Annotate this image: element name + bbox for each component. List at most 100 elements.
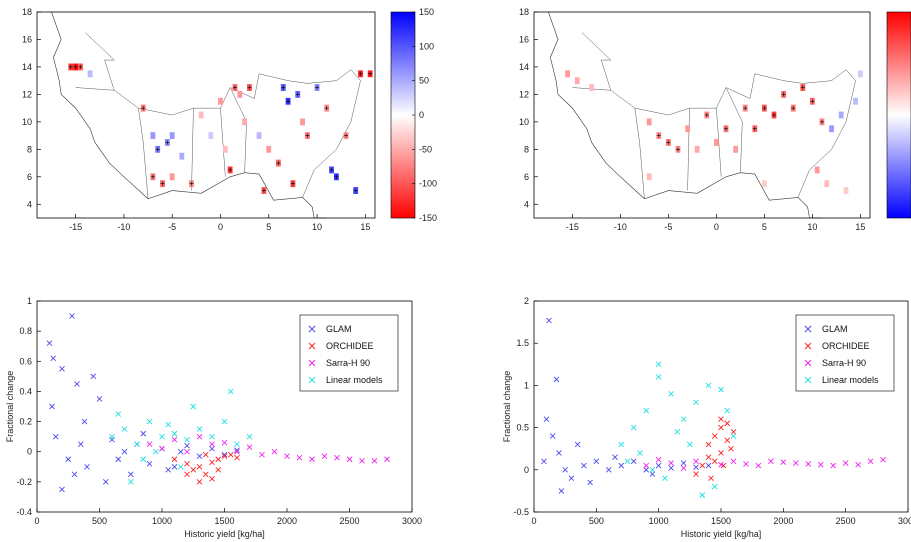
scatter-left-legend-label: ORCHIDEE [326, 341, 374, 351]
scatter-right-point [730, 429, 737, 435]
scatter-right-point-stroke [880, 456, 886, 463]
map-right-cell [685, 125, 690, 133]
scatter-right-point [743, 461, 749, 467]
scatter-left-point-stroke [196, 433, 203, 440]
scatter-right-point [543, 416, 550, 422]
map-right-cell [646, 118, 652, 126]
map-right-cell [574, 77, 580, 85]
scatter-left-point-stroke [190, 466, 197, 473]
scatter-left-xtick-label: 500 [92, 516, 107, 526]
scatter-right-point [780, 459, 787, 466]
map-left-xtick-label: -10 [117, 222, 130, 232]
scatter-right-point-stroke [643, 466, 650, 473]
scatter-right-point [587, 479, 593, 486]
scatter-right-point [755, 462, 762, 469]
scatter-right-point-stroke [553, 376, 560, 383]
scatter-left-point-stroke [202, 471, 209, 478]
scatter-right-xtick-label: 3000 [898, 516, 911, 526]
scatter-left-legend-marker [308, 342, 316, 350]
map-right-cell [829, 125, 834, 133]
scatter-left-point-stroke [215, 456, 222, 463]
scatter-left-point [84, 463, 90, 470]
scatter-right-point [730, 433, 737, 439]
scatter-right-point-stroke [705, 462, 712, 469]
scatter-left-point-stroke [152, 448, 159, 455]
scatter-left-point-stroke [146, 441, 153, 447]
map-left-cell [208, 132, 214, 140]
map-left-cell [222, 145, 228, 153]
scatter-left-point-stroke [196, 479, 203, 485]
scatter-right-point-stroke [699, 462, 706, 469]
scatter-right-legend-marker [804, 359, 812, 367]
scatter-right-point-stroke [618, 441, 625, 448]
map-left-xtick-label: 10 [312, 222, 322, 232]
scatter-left-point-stroke [234, 448, 240, 455]
scatter-left-point [184, 448, 190, 455]
scatter-right-point [643, 407, 650, 414]
scatter-right-point-stroke [718, 424, 724, 431]
map-right-ytick-label: 12 [519, 89, 529, 99]
scatter-left-point [221, 439, 228, 446]
map-left-ytick-label: 8 [27, 144, 32, 154]
scatter-right-ytick-label: 0 [524, 465, 529, 475]
scatter-left-point-stroke [371, 457, 378, 464]
map-left-xtick-label: 15 [360, 222, 370, 232]
scatter-left-point [246, 433, 253, 440]
scatter-right-legend-label: GLAM [822, 324, 848, 334]
scatter-left-legend [299, 314, 399, 392]
scatter-left-point [115, 456, 122, 463]
scatter-right-point-stroke [711, 483, 718, 490]
map-left-cell [237, 90, 243, 98]
scatter-right-point [680, 465, 687, 471]
scatter-left-point-stroke [165, 421, 172, 428]
scatter-left-point [165, 466, 172, 473]
scatter-right-point [630, 424, 637, 431]
map-right-ytick-label: 18 [519, 7, 529, 17]
scatter-right-point [699, 492, 706, 498]
scatter-left-point-stroke [296, 454, 303, 461]
scatter-right-ytick-label: -0.5 [513, 507, 529, 517]
scatter-left-point [159, 445, 165, 452]
scatter-left-point-stroke [202, 451, 209, 458]
scatter-left-ytick-label: 0.6 [19, 356, 32, 366]
map-left-xtick-label: 5 [266, 222, 271, 232]
scatter-left-point [59, 366, 65, 372]
scatter-left-point-stroke [334, 454, 340, 461]
scatter-left-point [184, 442, 190, 449]
scatter-right-point-stroke [637, 450, 643, 456]
scatter-left-point [190, 466, 197, 473]
scatter-right-point [724, 437, 731, 444]
map-right-cell [694, 145, 700, 153]
scatter-left-point [346, 456, 353, 463]
scatter-right-point-stroke [780, 459, 787, 466]
scatter-right-point-stroke [718, 416, 724, 422]
scatter-left-point [90, 373, 97, 380]
scatter-right-point-stroke [730, 458, 737, 465]
scatter-right-point-stroke [541, 458, 547, 465]
scatter-left-point-stroke [171, 430, 178, 437]
scatter-left-point [215, 456, 222, 463]
map-right-xtick-label: -15 [566, 222, 579, 232]
scatter-left-ytick-label: -0.2 [16, 477, 32, 487]
scatter-left-point-stroke [259, 451, 265, 458]
scatter-left-point-stroke [359, 457, 365, 464]
scatter-left-point [127, 479, 134, 485]
scatter-left-point-stroke [184, 448, 190, 455]
scatter-right-point [668, 460, 674, 466]
scatter-left-point-stroke [221, 453, 228, 460]
map-left-cell [169, 132, 175, 140]
scatter-right-point-stroke [546, 317, 552, 324]
scatter-left-point [234, 454, 240, 461]
scatter-left-point-stroke [65, 456, 72, 463]
map-left-xtick-label: -15 [69, 222, 82, 232]
scatter-right-point [541, 458, 547, 465]
scatter-right-point [624, 458, 631, 465]
scatter-left-point-stroke [209, 433, 215, 440]
scatter-right-point [699, 462, 706, 469]
scatter-right-point [693, 464, 699, 471]
scatter-left-point [196, 463, 203, 470]
map-left-axes-frame [36, 11, 376, 219]
map-right-cell [762, 180, 767, 188]
map-left-cell [266, 145, 272, 153]
scatter-right-point [718, 424, 724, 431]
